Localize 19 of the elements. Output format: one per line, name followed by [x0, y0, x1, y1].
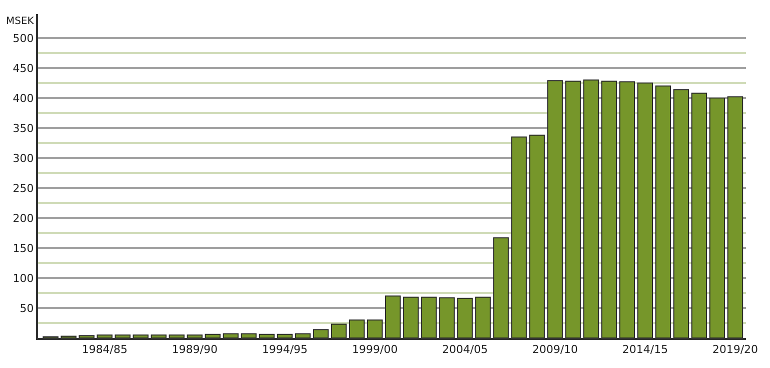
- y-tick-label: 200: [12, 212, 34, 225]
- x-tick-label: 1999/00: [352, 343, 398, 356]
- y-axis-title: MSEK: [6, 16, 34, 27]
- y-tick-label: 450: [12, 62, 34, 75]
- x-tick-label: 1984/85: [82, 343, 128, 356]
- x-tick-label: 2004/05: [442, 343, 488, 356]
- y-tick-label: 300: [12, 152, 34, 165]
- x-tick-label: 1994/95: [262, 343, 308, 356]
- y-tick-label: 250: [12, 182, 34, 195]
- y-tick-label: 500: [12, 32, 34, 45]
- x-tick-label: 2009/10: [532, 343, 578, 356]
- y-tick-label: 150: [12, 242, 34, 255]
- y-tick-label: 400: [12, 92, 34, 105]
- x-tick-label: 2019/20: [712, 343, 758, 356]
- x-tick-label: 1989/90: [172, 343, 218, 356]
- x-tick-label: 2014/15: [622, 343, 668, 356]
- y-tick-label: 50: [20, 302, 34, 315]
- y-tick-label: 100: [12, 272, 34, 285]
- y-tick-label: 350: [12, 122, 34, 135]
